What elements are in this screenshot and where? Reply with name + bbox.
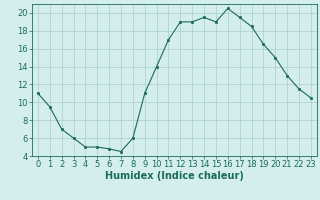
X-axis label: Humidex (Indice chaleur): Humidex (Indice chaleur) <box>105 171 244 181</box>
